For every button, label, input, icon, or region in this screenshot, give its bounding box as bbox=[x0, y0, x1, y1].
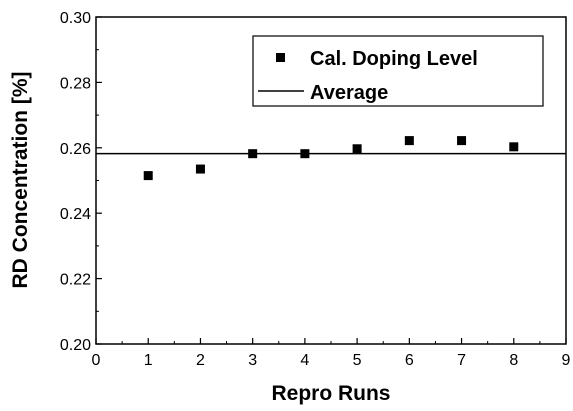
x-tick-label: 3 bbox=[248, 352, 257, 369]
y-tick-label: 0.22 bbox=[60, 272, 91, 289]
series-layer bbox=[96, 136, 566, 181]
y-tick-label: 0.24 bbox=[60, 206, 91, 223]
x-tick-label: 9 bbox=[562, 352, 571, 369]
x-tick-label: 2 bbox=[196, 352, 205, 369]
y-tick-label: 0.30 bbox=[60, 10, 91, 27]
x-tick-label: 8 bbox=[509, 352, 518, 369]
legend: Cal. Doping Level Average bbox=[252, 35, 544, 107]
y-tick-label: 0.20 bbox=[60, 337, 91, 354]
y-tick-label: 0.26 bbox=[60, 141, 91, 158]
data-point bbox=[143, 171, 153, 181]
y-axis-title: RD Concentration [%] bbox=[9, 72, 32, 289]
x-tick-label: 7 bbox=[457, 352, 466, 369]
data-point bbox=[509, 142, 519, 152]
data-point bbox=[248, 149, 258, 159]
x-tick-label: 4 bbox=[300, 352, 309, 369]
x-axis-title: Repro Runs bbox=[271, 382, 390, 405]
legend-label-average: Average bbox=[310, 82, 388, 104]
data-point bbox=[300, 149, 310, 159]
y-axis-ticks: 0.20 0.22 0.24 0.26 0.28 0.30 bbox=[60, 10, 102, 354]
x-tick-label: 6 bbox=[405, 352, 414, 369]
x-tick-label: 5 bbox=[353, 352, 362, 369]
legend-box bbox=[252, 35, 544, 107]
x-tick-label: 0 bbox=[92, 352, 101, 369]
data-point bbox=[195, 164, 205, 174]
data-point bbox=[457, 136, 467, 146]
legend-marker-square bbox=[276, 53, 285, 62]
y-tick-label: 0.28 bbox=[60, 75, 91, 92]
data-point bbox=[352, 144, 362, 154]
x-axis-ticks: 0 1 2 3 4 5 6 7 8 9 bbox=[92, 338, 571, 369]
x-tick-label: 1 bbox=[144, 352, 153, 369]
data-point bbox=[404, 136, 414, 146]
legend-label-cal-doping-level: Cal. Doping Level bbox=[310, 48, 478, 70]
